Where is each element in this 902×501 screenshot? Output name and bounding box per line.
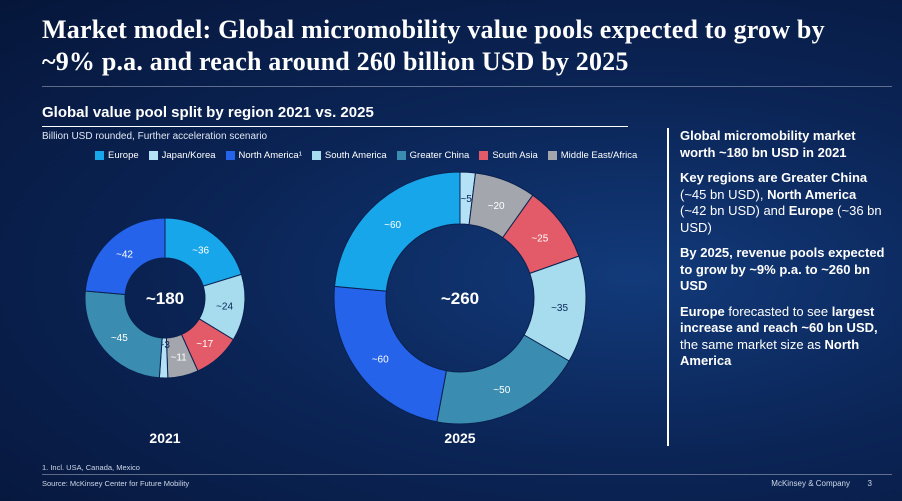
legend-item: Europe [95,150,139,161]
donut-slice [84,290,163,379]
slice-value-label: ~50 [493,385,510,396]
slice-value-label: ~60 [372,354,389,365]
donut-charts: ~36 ~24 ~17 ~11~3 ~45 ~42 ~180 2021 ~5 ~20 ~25 ~35 ~… [84,171,587,446]
slice-value-label: ~36 [192,246,209,257]
side-panel-point-1: Global micromobility market worth ~180 b… [680,128,856,160]
donut-slice [333,171,461,292]
legend-item: North America¹ [225,150,302,161]
chart-subtitle: Billion USD rounded, Further acceleratio… [42,131,268,142]
page-title: Market model: Global micromobility value… [42,15,825,76]
legend-item: South America [311,150,387,161]
slice-value-label: ~3 [158,340,170,351]
legend-item: Japan/Korea [148,150,216,161]
slice-value-label: ~42 [116,250,133,261]
donut-slice [84,217,166,296]
legend-label: Europe [108,150,139,161]
legend-label: Japan/Korea [161,150,216,161]
donut-total-label: ~260 [441,289,479,308]
legend-swatch [547,151,557,160]
chart-title: Global value pool split by region 2021 v… [42,104,374,121]
slice-value-label: ~24 [216,301,233,312]
legend-swatch [396,151,406,160]
slice-value-label: ~11 [171,352,188,363]
footer-divider [42,474,892,475]
year-label: 2025 [444,430,475,446]
year-label: 2021 [149,430,180,446]
donut-total-label: ~180 [146,289,184,308]
legend-item: Middle East/Africa [547,150,638,161]
slice-value-label: ~17 [196,339,213,350]
side-panel-point-4: Europe forecasted to see largest increas… [680,303,878,369]
footnote: 1. Incl. USA, Canada, Mexico [42,463,140,472]
brand-name: McKinsey & Company [771,479,850,488]
slice-value-label: ~45 [111,333,128,344]
slice-value-label: ~35 [551,303,568,314]
legend-label: South Asia [492,150,538,161]
page-number: 3 [867,479,872,488]
donut-slice [333,285,447,423]
legend-label: Greater China [409,150,470,161]
chart-title-divider [42,126,628,127]
legend-item: Greater China [396,150,470,161]
chart-legend: Europe Japan/Korea North America¹ South Ame… [95,150,637,161]
legend-item: South Asia [479,150,538,161]
side-panel-point-3: By 2025, revenue pools expected to grow … [680,245,885,293]
slice-value-label: ~5 [460,194,472,205]
legend-label: Middle East/Africa [560,150,638,161]
slice-value-label: ~25 [531,234,548,245]
slice-value-label: ~60 [384,220,401,231]
legend-swatch [479,151,489,160]
legend-swatch [311,151,321,160]
slice-value-label: ~20 [488,201,505,212]
title-divider [42,86,892,87]
legend-swatch [95,151,104,160]
side-panel: Global micromobility market worth ~180 b… [680,128,885,379]
legend-label: North America¹ [238,150,302,161]
source-note: Source: McKinsey Center for Future Mobil… [42,479,190,488]
legend-label: South America [324,150,387,161]
side-panel-point-2: Key regions are Greater China (~45 bn US… [680,170,882,235]
side-panel-divider [667,128,669,446]
legend-swatch [148,151,158,160]
legend-swatch [225,151,235,160]
